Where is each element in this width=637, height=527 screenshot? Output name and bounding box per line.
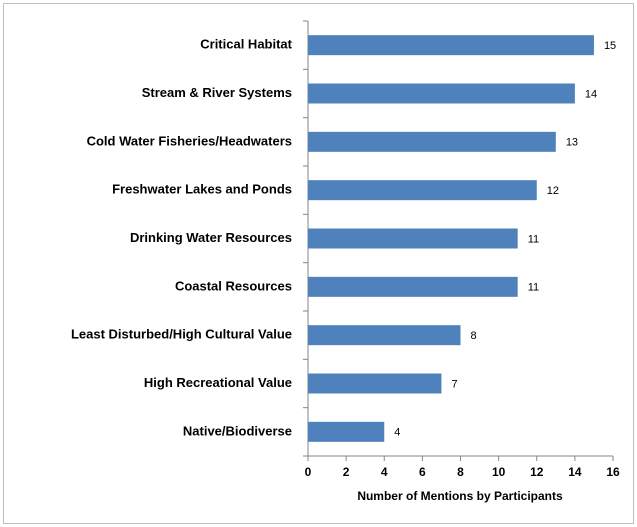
data-label: 12 <box>547 185 559 197</box>
y-tick-label: Critical Habitat <box>200 37 292 52</box>
bar <box>308 276 518 297</box>
x-tick-label: 14 <box>568 465 582 479</box>
y-tick-label: High Recreational Value <box>144 375 292 390</box>
y-tick-label: Coastal Resources <box>175 278 292 293</box>
y-tick-label: Drinking Water Resources <box>130 230 292 245</box>
bar <box>308 131 556 152</box>
bar <box>308 35 594 56</box>
bar <box>308 325 461 346</box>
y-tick-label: Stream & River Systems <box>142 85 292 100</box>
x-tick-label: 16 <box>606 465 620 479</box>
bar <box>308 180 537 201</box>
data-label: 8 <box>471 330 477 342</box>
bar <box>308 421 385 442</box>
data-label: 14 <box>585 88 597 100</box>
bar <box>308 228 518 249</box>
x-axis-title: Number of Mentions by Participants <box>357 489 563 503</box>
data-label: 11 <box>528 282 539 294</box>
x-tick-label: 4 <box>381 465 388 479</box>
bar <box>308 373 442 394</box>
chart-border <box>3 3 634 524</box>
bar <box>308 83 575 104</box>
y-tick-label: Least Disturbed/High Cultural Value <box>71 327 292 342</box>
y-tick-label: Native/Biodiverse <box>183 423 292 438</box>
data-label: 11 <box>528 233 539 245</box>
y-tick-label: Cold Water Fisheries/Headwaters <box>87 133 292 148</box>
data-label: 13 <box>566 137 578 149</box>
data-label: 7 <box>451 378 457 390</box>
x-tick-label: 8 <box>457 465 464 479</box>
x-tick-label: 2 <box>343 465 350 479</box>
x-tick-label: 6 <box>419 465 426 479</box>
x-tick-label: 0 <box>305 465 312 479</box>
y-tick-label: Freshwater Lakes and Ponds <box>112 182 292 197</box>
data-label: 4 <box>394 427 400 439</box>
x-tick-label: 10 <box>492 465 506 479</box>
data-label: 15 <box>604 40 616 52</box>
x-tick-label: 12 <box>530 465 544 479</box>
